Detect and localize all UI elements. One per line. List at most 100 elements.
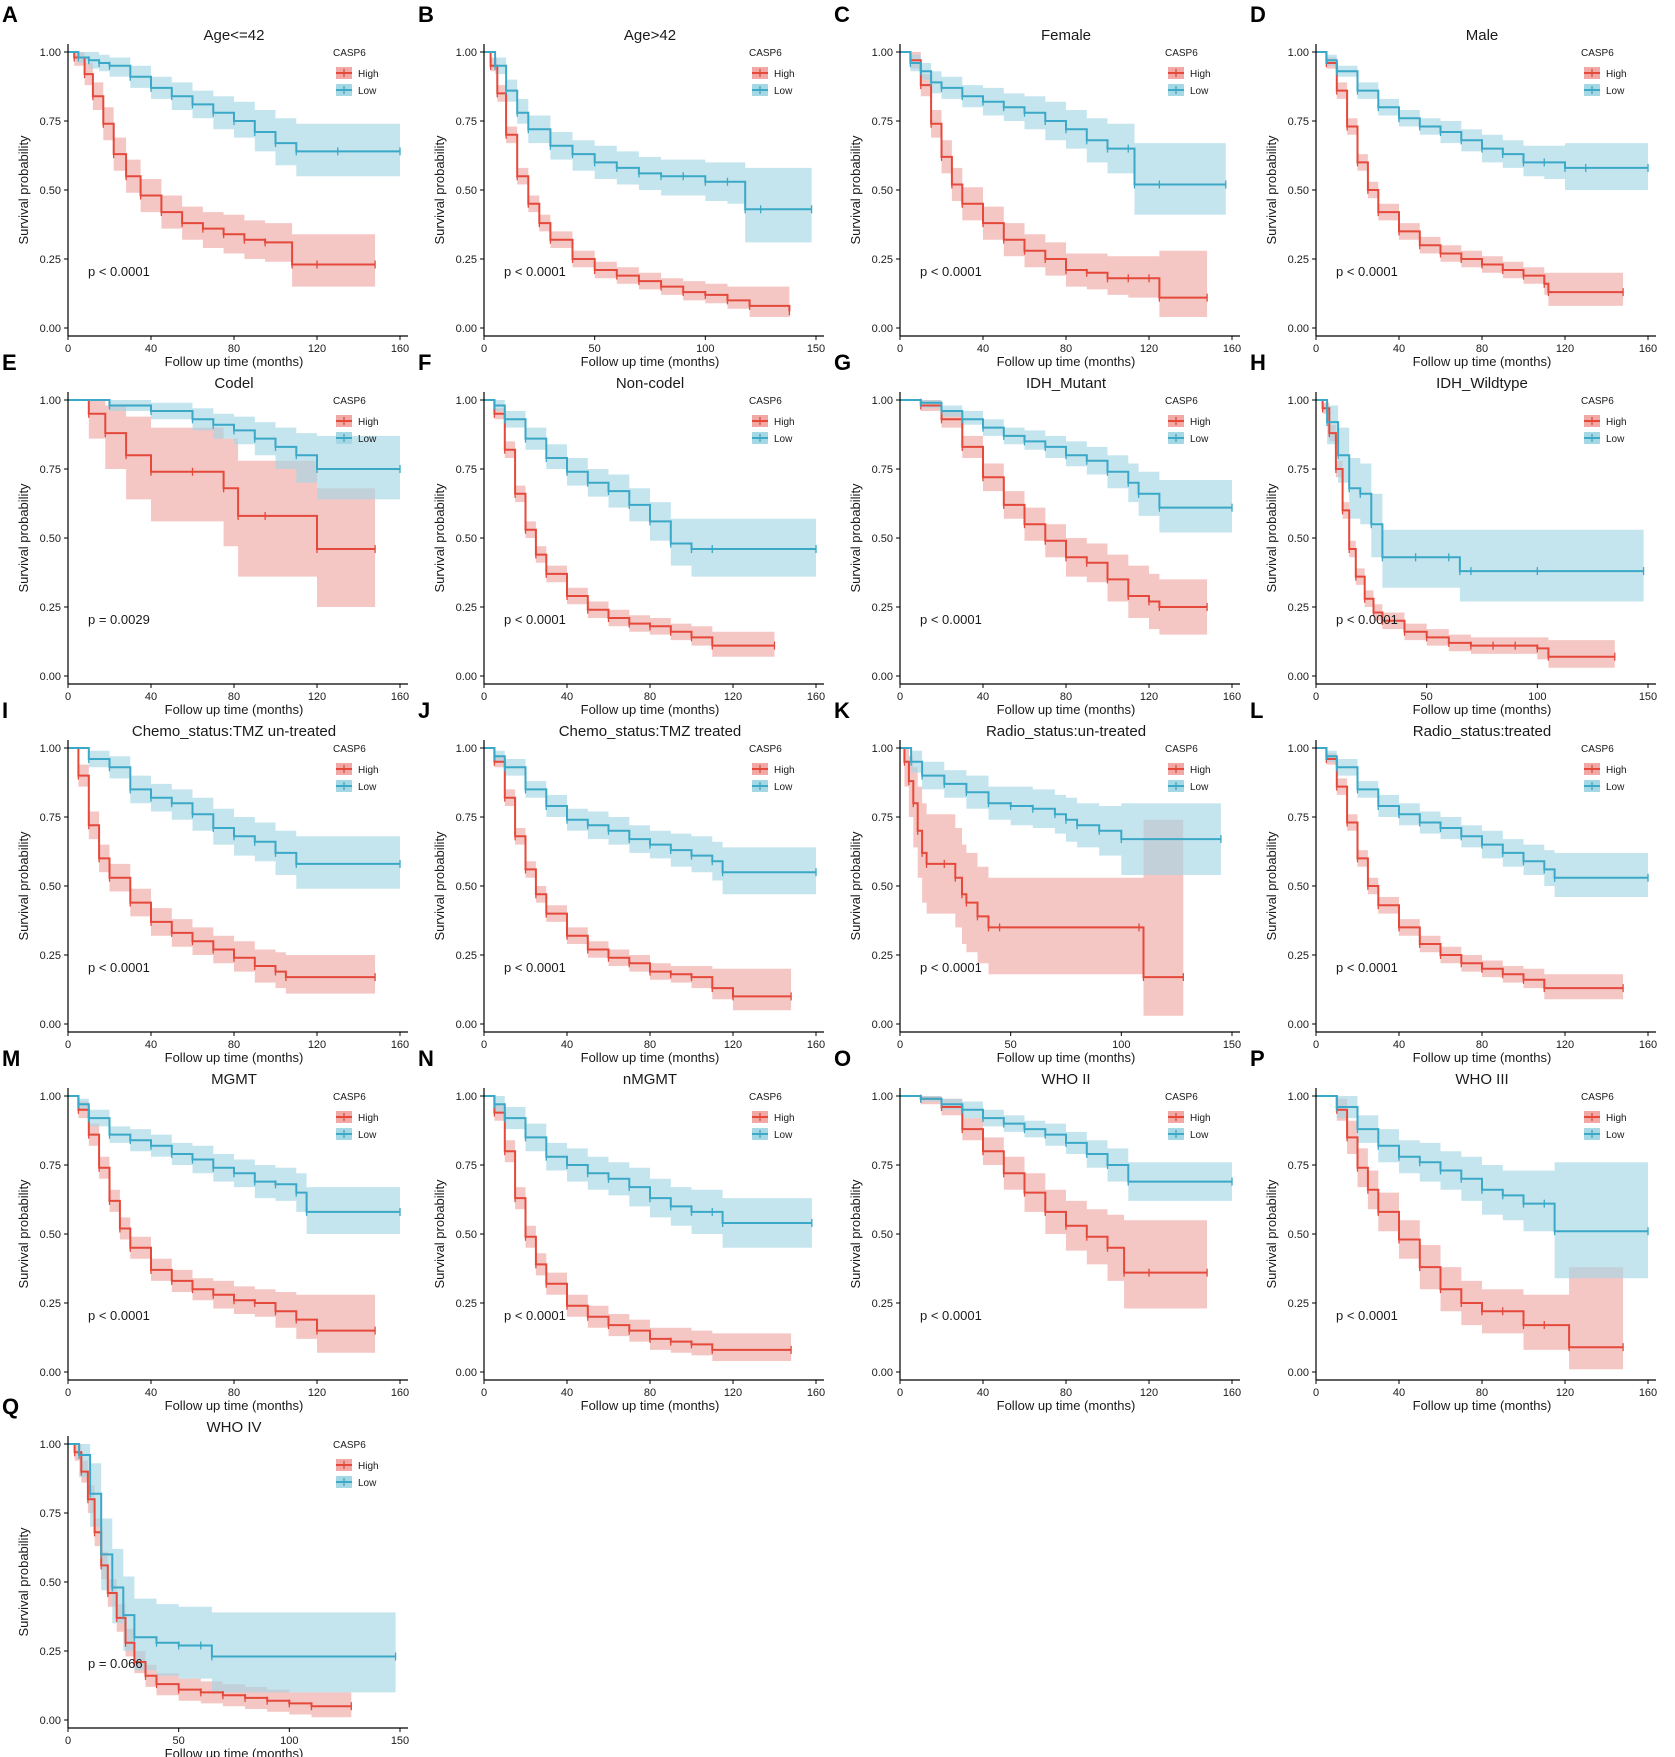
y-tick-label: 0.25	[40, 602, 61, 614]
panel-title: Radio_status:un-treated	[986, 723, 1146, 740]
panel-letter: C	[834, 2, 850, 27]
y-tick-label: 0.75	[456, 116, 477, 128]
x-axis-label: Follow up time (months)	[165, 1398, 304, 1413]
panel-d: D Male 0.00 0.25 0.50 0.75 1.00 0 40 80 120 160 Foll…	[1250, 2, 1657, 369]
y-tick-label: 1.00	[456, 1091, 477, 1103]
ci-band-low	[484, 748, 816, 895]
panel-h: H IDH_Wildtype 0.00 0.25 0.50 0.75 1.00 0 50 100 1…	[1250, 350, 1657, 717]
y-tick-label: 0.75	[40, 812, 61, 824]
panel-i: I Chemo_status:TMZ un-treated 0.00 0.25 0.50…	[2, 698, 409, 1065]
y-tick-label: 0.00	[40, 323, 61, 335]
x-axis-label: Follow up time (months)	[165, 1746, 304, 1757]
panel-title: Non-codel	[616, 375, 684, 392]
legend-label-low: Low	[1606, 782, 1625, 793]
y-tick-label: 0.25	[456, 254, 477, 266]
p-value: p < 0.0001	[504, 264, 566, 279]
legend-label-low: Low	[774, 434, 793, 445]
x-tick-label: 100	[1528, 691, 1546, 703]
x-tick-label: 0	[1313, 343, 1319, 355]
ci-band-low	[900, 52, 1226, 215]
legend-title: CASP6	[1165, 396, 1198, 407]
series-line-high	[484, 399, 775, 647]
y-tick-label: 1.00	[872, 743, 893, 755]
legend-title: CASP6	[1581, 744, 1614, 755]
y-tick-label: 0.00	[872, 671, 893, 683]
panel-k: K Radio_status:un-treated 0.00 0.25 0.50 0.75…	[834, 698, 1241, 1065]
y-axis-label: Survival probability	[16, 135, 31, 245]
y-tick-label: 0.75	[456, 1160, 477, 1172]
ci-band-low	[900, 400, 1232, 533]
x-tick-label: 0	[65, 691, 71, 703]
y-axis-label: Survival probability	[848, 831, 863, 941]
x-tick-label: 0	[1313, 1387, 1319, 1399]
panel-m: M MGMT 0.00 0.25 0.50 0.75 1.00 0 40 80 120 160 Foll…	[2, 1046, 409, 1413]
x-axis-label: Follow up time (months)	[581, 1050, 720, 1065]
ci-band-high	[900, 1096, 1208, 1309]
ci-band-high	[484, 748, 792, 1011]
legend-label-high: High	[774, 69, 795, 80]
y-tick-label: 0.00	[40, 1715, 61, 1727]
ci-band-low	[68, 748, 400, 889]
y-axis-label: Survival probability	[848, 1179, 863, 1289]
panel-letter: O	[834, 1046, 851, 1071]
x-tick-label: 80	[1476, 1039, 1488, 1051]
ci-band-high	[1316, 400, 1615, 668]
panel-letter: B	[418, 2, 434, 27]
y-tick-label: 0.00	[40, 1019, 61, 1031]
panel-f: F Non-codel 0.00 0.25 0.50 0.75 1.00 0 40 80 120 16…	[418, 350, 825, 717]
y-tick-label: 0.00	[40, 1367, 61, 1379]
x-tick-label: 120	[1140, 343, 1158, 355]
x-tick-label: 40	[145, 1039, 157, 1051]
panel-letter: E	[2, 350, 17, 375]
y-tick-label: 1.00	[40, 743, 61, 755]
y-tick-label: 1.00	[1288, 743, 1309, 755]
legend-label-high: High	[358, 765, 379, 776]
panel-letter: F	[418, 350, 431, 375]
x-tick-label: 50	[589, 343, 601, 355]
x-tick-label: 0	[481, 691, 487, 703]
y-axis-label: Survival probability	[16, 1179, 31, 1289]
p-value: p < 0.0001	[1336, 960, 1398, 975]
legend-title: CASP6	[1165, 744, 1198, 755]
panel-title: WHO IV	[207, 1419, 262, 1436]
x-tick-label: 40	[561, 691, 573, 703]
y-axis-label: Survival probability	[1264, 483, 1279, 593]
x-tick-label: 0	[1313, 1039, 1319, 1051]
legend-label-high: High	[358, 69, 379, 80]
x-axis-label: Follow up time (months)	[997, 1398, 1136, 1413]
x-tick-label: 0	[897, 691, 903, 703]
y-axis-label: Survival probability	[848, 135, 863, 245]
series-line-high	[900, 399, 1208, 608]
panel-letter: J	[418, 698, 430, 723]
p-value: p = 0.066	[88, 1656, 143, 1671]
x-tick-label: 160	[1639, 1387, 1657, 1399]
y-tick-label: 0.25	[40, 1646, 61, 1658]
legend-label-high: High	[358, 1461, 379, 1472]
y-tick-label: 0.75	[872, 812, 893, 824]
x-axis-label: Follow up time (months)	[997, 702, 1136, 717]
y-tick-label: 0.00	[456, 1367, 477, 1379]
panel-letter: N	[418, 1046, 434, 1071]
y-tick-label: 0.75	[872, 116, 893, 128]
legend-label-low: Low	[358, 86, 377, 97]
x-axis-label: Follow up time (months)	[165, 702, 304, 717]
y-tick-label: 0.25	[456, 602, 477, 614]
series-line-low	[900, 51, 1226, 186]
legend-title: CASP6	[749, 744, 782, 755]
x-tick-label: 160	[1223, 691, 1241, 703]
x-tick-label: 40	[1393, 1039, 1405, 1051]
x-tick-label: 80	[1060, 691, 1072, 703]
y-tick-label: 0.00	[1288, 323, 1309, 335]
x-tick-label: 80	[228, 343, 240, 355]
ci-band-high	[68, 400, 376, 607]
legend-label-high: High	[1190, 417, 1211, 428]
legend-label-high: High	[774, 765, 795, 776]
p-value: p < 0.0001	[504, 612, 566, 627]
ci-band-high	[900, 748, 1184, 1016]
x-tick-label: 40	[561, 1039, 573, 1051]
x-tick-label: 120	[308, 691, 326, 703]
y-tick-label: 0.00	[872, 323, 893, 335]
x-tick-label: 50	[1005, 1039, 1017, 1051]
y-tick-label: 0.00	[872, 1019, 893, 1031]
y-axis-label: Survival probability	[432, 135, 447, 245]
